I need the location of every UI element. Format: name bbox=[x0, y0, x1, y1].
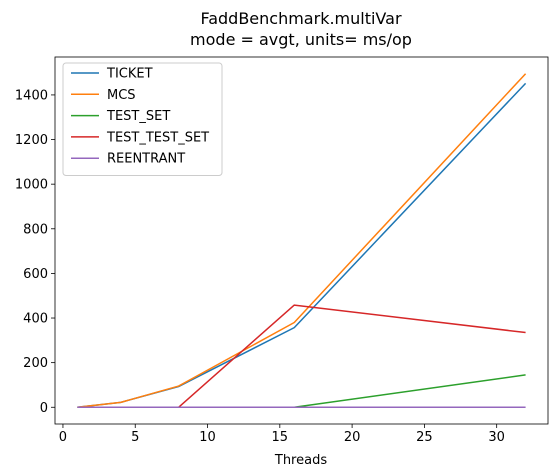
x-axis-label: Threads bbox=[274, 453, 327, 468]
legend-label: REENTRANT bbox=[107, 152, 185, 167]
y-tick-label: 600 bbox=[23, 267, 48, 282]
x-tick-label: 20 bbox=[344, 430, 361, 445]
y-tick-label: 1400 bbox=[15, 88, 48, 103]
x-tick-label: 0 bbox=[59, 430, 67, 445]
legend-label: TEST_TEST_SET bbox=[106, 130, 209, 145]
chart-subtitle: mode = avgt, units= ms/op bbox=[190, 30, 412, 49]
plot-area: 0 5 10 15 20 25 30 0 200 400 600 800 1000 1200 1400 TIC… bbox=[15, 56, 549, 445]
legend-label: MCS bbox=[107, 88, 136, 103]
series-line-mcs bbox=[77, 73, 527, 409]
legend-label: TEST_SET bbox=[106, 109, 170, 124]
x-tick-label: 10 bbox=[199, 430, 216, 445]
x-tick-label: 5 bbox=[131, 430, 139, 445]
y-tick-label: 1200 bbox=[15, 133, 48, 148]
legend-label: TICKET bbox=[106, 67, 153, 82]
x-tick-label: 30 bbox=[488, 430, 505, 445]
y-tick-label: 200 bbox=[23, 356, 48, 371]
y-tick-label: 800 bbox=[23, 222, 48, 237]
plot-frame bbox=[54, 56, 549, 425]
y-tick-label: 0 bbox=[40, 401, 48, 416]
series-line-test-set bbox=[77, 374, 526, 409]
x-tick-label: 15 bbox=[272, 430, 289, 445]
y-tick-label: 400 bbox=[23, 312, 48, 327]
x-tick-label: 25 bbox=[416, 430, 433, 445]
y-tick-label: 1000 bbox=[15, 178, 48, 193]
legend-box bbox=[62, 62, 223, 176]
chart-title: FaddBenchmark.multiVar bbox=[200, 9, 401, 28]
